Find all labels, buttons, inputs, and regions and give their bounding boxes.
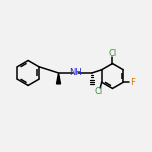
Text: F: F	[130, 78, 135, 87]
Polygon shape	[57, 73, 60, 84]
Text: NH: NH	[69, 68, 82, 78]
Text: Cl: Cl	[95, 87, 103, 96]
Text: Cl: Cl	[108, 49, 117, 58]
